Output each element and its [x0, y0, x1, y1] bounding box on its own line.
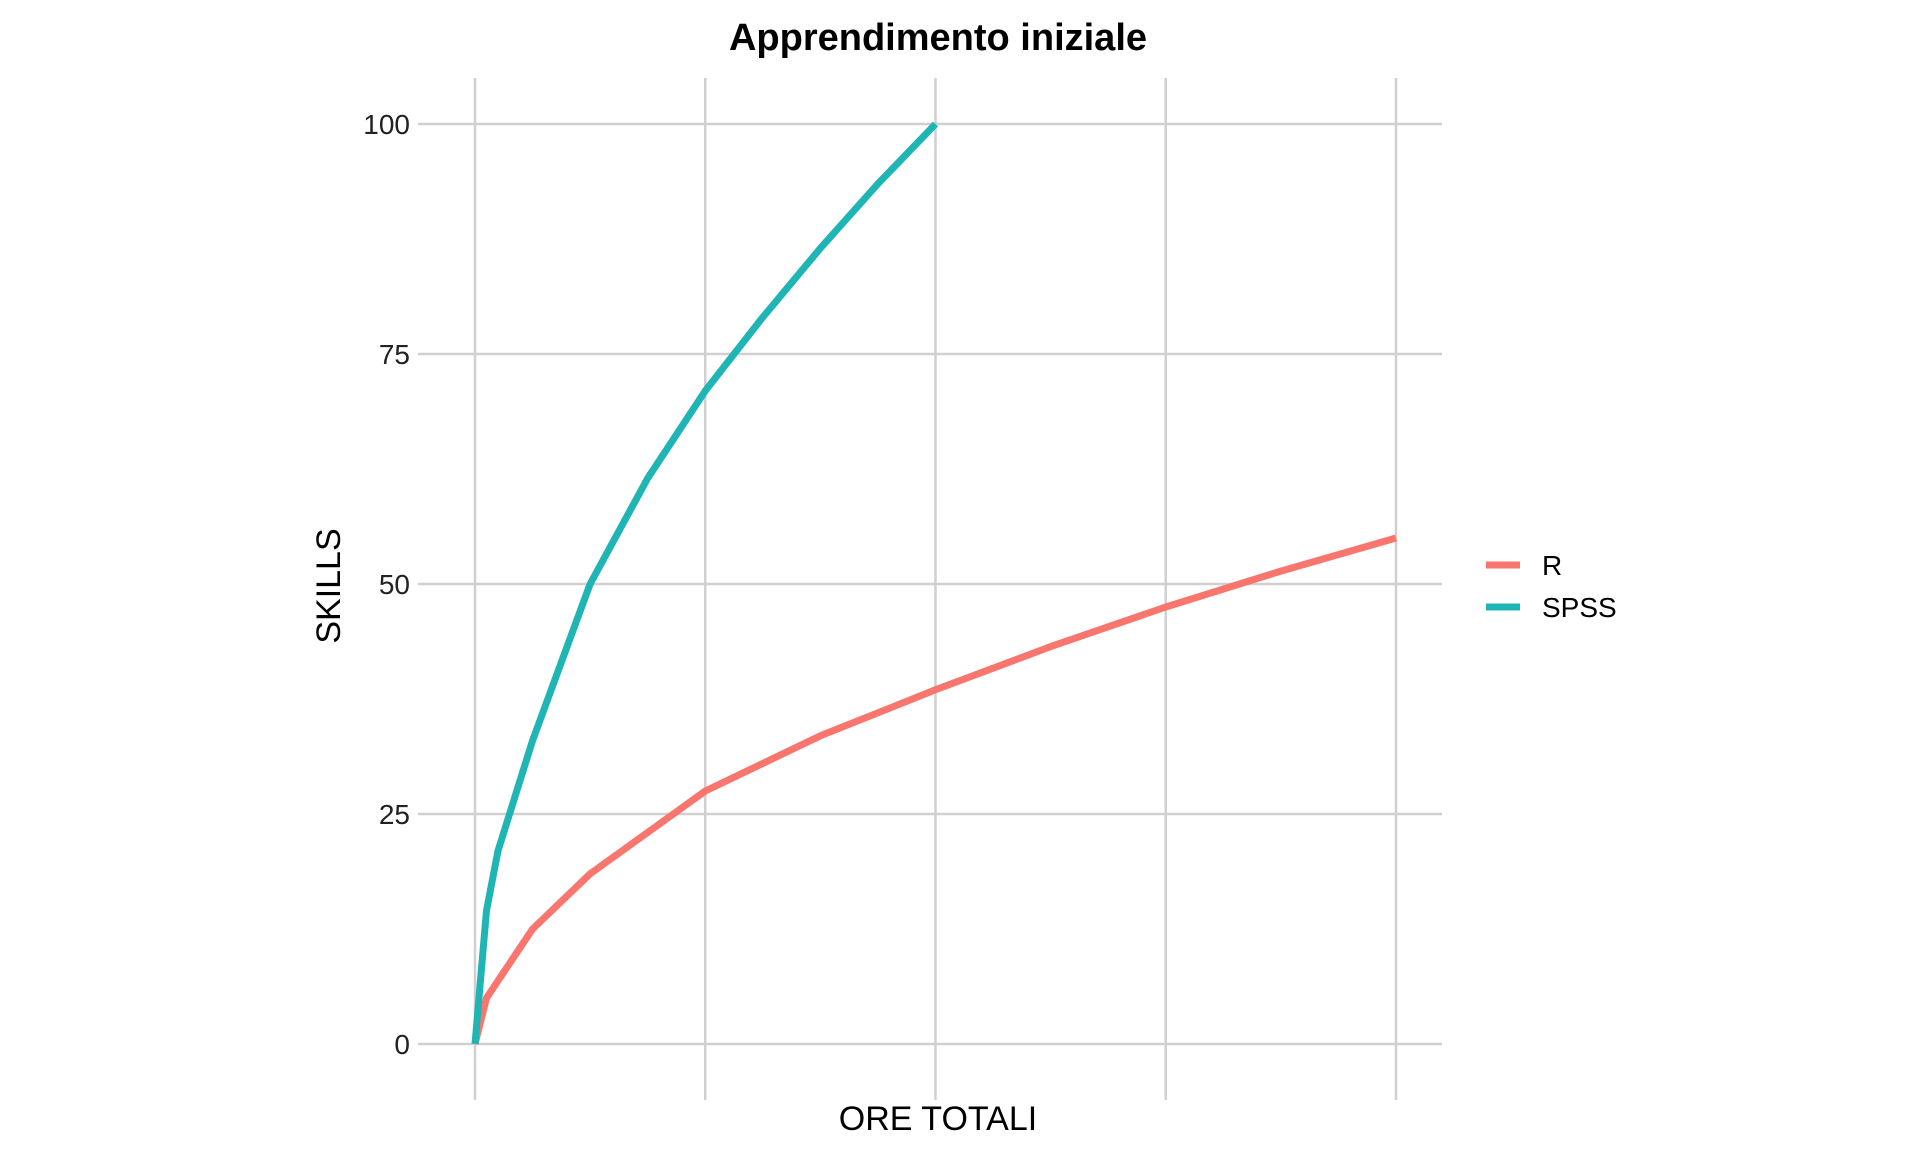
legend: R SPSS — [1486, 550, 1617, 623]
grid-lines — [418, 78, 1442, 1100]
legend-label-spss: SPSS — [1542, 592, 1617, 623]
x-axis-title: ORE TOTALI — [839, 1100, 1037, 1138]
series-line-spss — [471, 121, 939, 1045]
legend-label-r: R — [1542, 550, 1562, 581]
y-axis-ticks: 0 25 50 75 100 — [363, 109, 410, 1060]
y-tick-label: 75 — [379, 339, 410, 370]
y-tick-label: 100 — [363, 109, 410, 140]
y-axis-title: SKILLS — [310, 528, 348, 643]
series-line-r — [471, 534, 1397, 1045]
y-tick-label: 25 — [379, 799, 410, 830]
y-tick-label: 50 — [379, 569, 410, 600]
y-tick-label: 0 — [394, 1029, 410, 1060]
chart-title: Apprendimento iniziale — [729, 17, 1147, 59]
series-lines — [471, 121, 1397, 1045]
